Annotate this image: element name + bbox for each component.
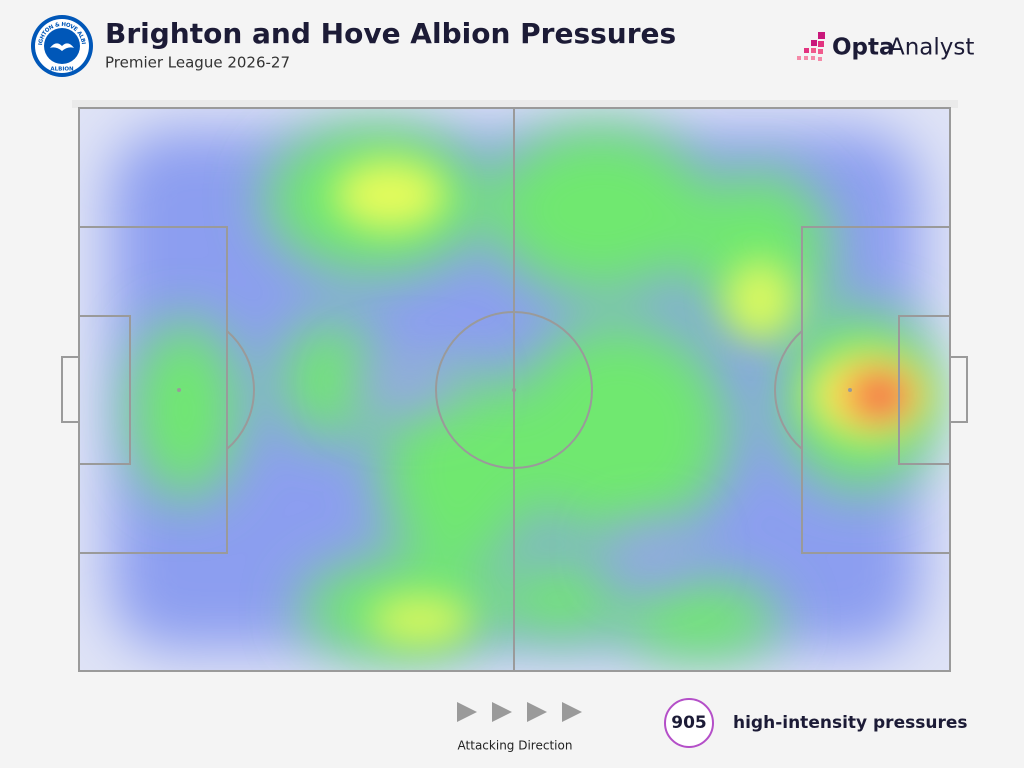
brand-light: Analyst xyxy=(889,35,974,61)
title: Brighton and Hove Albion Pressures xyxy=(105,17,676,50)
direction-arrows xyxy=(457,702,582,722)
brand-logo: Opta Analyst xyxy=(797,32,974,61)
badge: BRIGHTON & HOVE ALBION ALBION xyxy=(0,0,93,77)
subtitle: Premier League 2026-27 xyxy=(105,54,290,72)
stat-circle xyxy=(664,698,714,748)
pitch-shadow xyxy=(72,100,958,108)
badge-bottom: ALBION xyxy=(50,67,74,73)
stat-value: 905 xyxy=(671,713,707,733)
stat-label: high-intensity pressures xyxy=(733,713,967,733)
pitch-lines xyxy=(61,107,968,672)
brand-bold: Opta xyxy=(832,35,895,61)
direction-label: Attacking Direction xyxy=(458,739,573,753)
